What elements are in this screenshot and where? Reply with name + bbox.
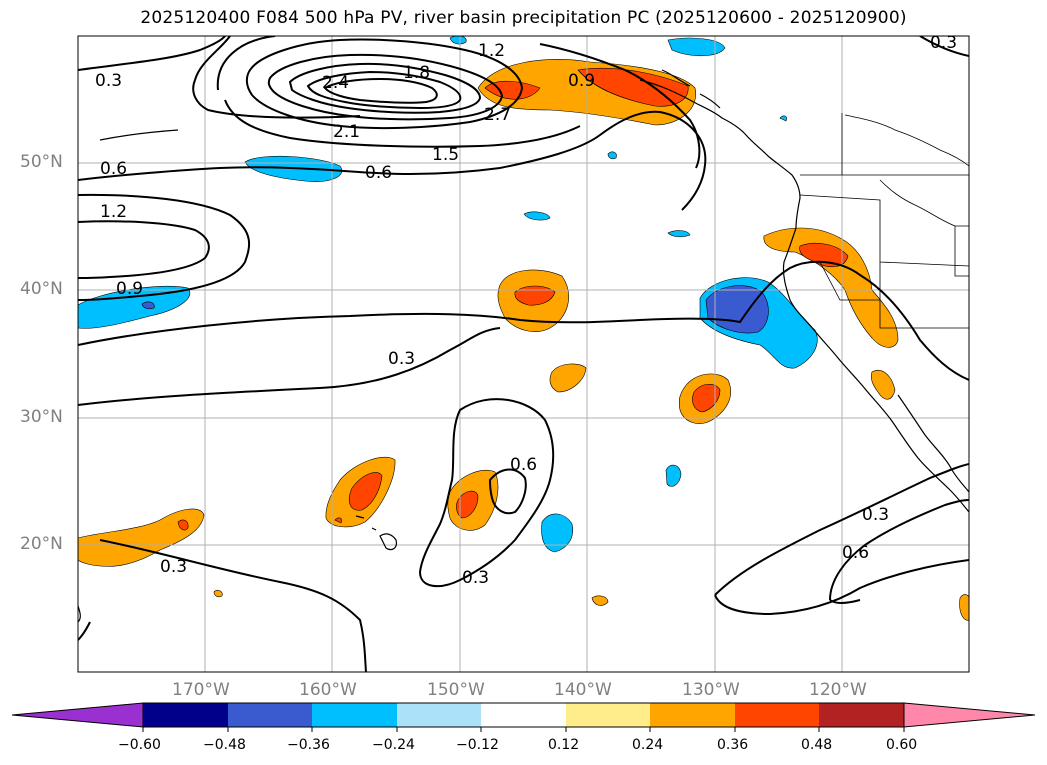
lat-label: 30°N [20, 407, 63, 427]
lat-label: 20°N [20, 534, 63, 554]
lon-label: 150°W [427, 680, 485, 700]
contour-label: 1.5 [432, 145, 459, 165]
blob-pos-strong [177, 519, 189, 531]
blob-pos [870, 370, 896, 400]
lat-label: 50°N [20, 152, 63, 172]
blob-neg [667, 37, 726, 57]
contour-label: 0.9 [116, 279, 143, 299]
colorbar-bin [566, 703, 650, 727]
colorbar-bin [481, 703, 566, 727]
blob-pos-strong [514, 285, 556, 306]
colorbar-tick-label: 0.60 [886, 737, 918, 753]
contour-label: 0.6 [510, 455, 537, 475]
contour-label: 0.3 [95, 71, 122, 91]
colorbar-tick-label: −0.60 [118, 737, 161, 753]
blob-neg [78, 285, 191, 329]
state-borders [799, 113, 969, 329]
blob-pos-strong [349, 472, 383, 511]
contour-label: 0.3 [862, 505, 889, 525]
coastlines [78, 69, 969, 623]
colorbar-bin [650, 703, 735, 727]
colorbar-extend-max [903, 702, 1036, 728]
blob-neg [449, 36, 467, 45]
lon-label: 160°W [299, 680, 357, 700]
contour-label: 2.7 [484, 105, 511, 125]
blob-neg-strong [705, 285, 769, 334]
contour-label: 2.1 [333, 122, 360, 142]
blob-neg [665, 464, 682, 487]
pv-contours [78, 36, 969, 672]
contour-labels: 0.3 0.6 1.2 0.9 0.6 1.5 2.1 2.4 1.8 2.7 … [95, 33, 957, 588]
colorbar-bin [819, 703, 904, 727]
blob-pos [591, 595, 609, 606]
blob-pos-strong [334, 517, 342, 524]
blob-pos [959, 594, 969, 621]
contour-label: 0.3 [388, 349, 415, 369]
blob-neg-strong [141, 301, 155, 310]
contour-label: 1.2 [100, 202, 127, 222]
contour-label: 1.2 [478, 41, 505, 61]
contour-label: 0.6 [842, 543, 869, 563]
blob-pos-strong [799, 243, 849, 268]
map-title: 2025120400 F084 500 hPa PV, river basin … [140, 8, 907, 28]
contour-label: 0.6 [365, 163, 392, 183]
shaded-anomaly-blobs [78, 36, 969, 621]
map-frame [77, 35, 970, 673]
colorbar-tick-label: −0.48 [203, 737, 246, 753]
colorbar-bin [312, 703, 397, 727]
colorbar [11, 702, 1036, 732]
blob-neg [523, 211, 551, 221]
lon-label: 130°W [682, 680, 740, 700]
lon-label: 140°W [554, 680, 612, 700]
blob-pos-strong [456, 490, 479, 519]
contour-label: 0.9 [568, 71, 595, 91]
colorbar-bin [228, 703, 312, 727]
blob-neg [667, 230, 691, 238]
contour-label: 1.8 [403, 63, 430, 83]
blob-pos [549, 363, 587, 393]
lon-label: 120°W [809, 680, 867, 700]
colorbar-tick-label: −0.24 [372, 737, 415, 753]
blob-pos [213, 590, 223, 598]
contour-label: 2.4 [322, 73, 349, 93]
lon-label: 170°W [172, 680, 230, 700]
contour-label: 0.6 [100, 159, 127, 179]
lat-label: 40°N [20, 279, 63, 299]
blob-neg [607, 151, 617, 160]
blob-neg [541, 513, 573, 553]
colorbar-tick-label: 0.48 [801, 737, 833, 753]
colorbar-tick-label: −0.36 [287, 737, 330, 753]
contour-label: 0.3 [930, 33, 957, 53]
blob-neg [779, 115, 787, 122]
blob-pos [78, 508, 205, 567]
colorbar-tick-label: −0.12 [456, 737, 499, 753]
blob-pos-strong [577, 67, 689, 107]
colorbar-bin [735, 703, 819, 727]
colorbar-bin [397, 703, 481, 727]
contour-label: 0.3 [160, 557, 187, 577]
colorbar-extend-min [11, 702, 144, 728]
colorbar-tick-label: 0.24 [632, 737, 664, 753]
colorbar-tick-label: 0.12 [548, 737, 580, 753]
colorbar-tick-label: 0.36 [717, 737, 749, 753]
contour-label: 0.3 [462, 568, 489, 588]
colorbar-bin [143, 703, 228, 727]
